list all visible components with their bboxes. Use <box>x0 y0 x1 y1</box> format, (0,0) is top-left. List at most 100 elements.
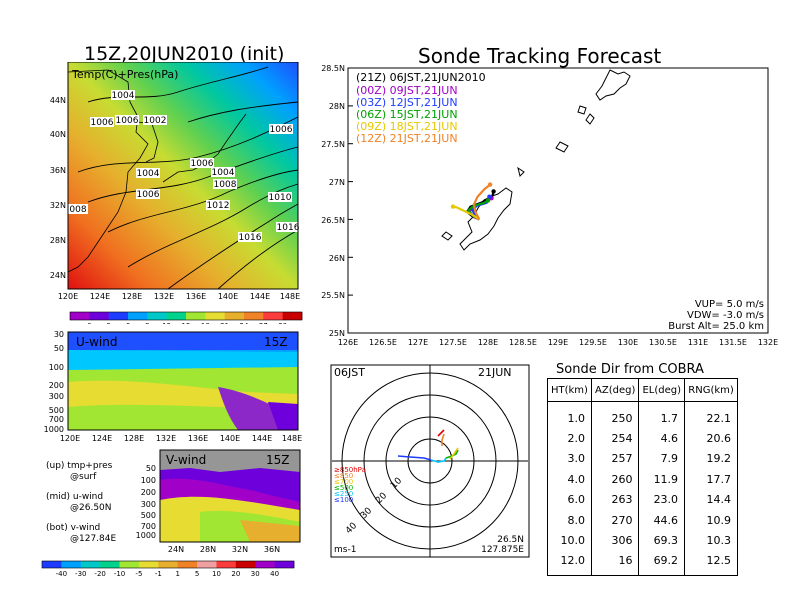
pressure-legend: ≥850hPa ≤850 ≤700 ≤500 ≤250 ≤100 <box>334 466 366 504</box>
forecast-lat-ticks: 28.5N 28N 27.5N 27N 26.5N 26N 25.5N 25N <box>321 64 345 338</box>
colorbar-segment <box>147 312 167 320</box>
svg-text:144E: 144E <box>252 434 272 443</box>
colorbar-tick: 3 <box>106 322 110 324</box>
svg-text:44N: 44N <box>50 96 66 105</box>
svg-text:30: 30 <box>54 330 64 339</box>
svg-text:300: 300 <box>49 392 64 401</box>
svg-text:24N: 24N <box>50 271 66 280</box>
colorbar-tick: 15 <box>182 322 191 324</box>
polar-plot: 10 20 30 40 06JST 21JUN ≥850hPa ≤850 ≤70… <box>330 364 530 558</box>
isobar-label: 1008 <box>214 180 237 190</box>
polar-lon: 127.875E <box>481 545 524 555</box>
colorbar-segment <box>166 312 187 320</box>
svg-text:132E: 132E <box>154 292 174 301</box>
note-bot: (bot) v-wind @127.84E <box>46 523 117 544</box>
sonde-table: HT(km) AZ(deg) EL(deg) RNG(km) 1.0 250 1.7… <box>547 378 738 577</box>
forecast-map-ticks <box>348 67 353 296</box>
temp-field <box>68 62 298 289</box>
colorbar-tick: 9 <box>145 322 149 324</box>
colorbar-segment <box>42 561 62 568</box>
colorbar-segment <box>235 561 256 568</box>
colorbar-segment <box>100 561 120 568</box>
panel-notes: (up) tmp+pres @surf (mid) u-wind @26.50N (… <box>46 461 116 545</box>
temp-pressure-map: 1004 1006 1006 1002 1006 1006 1004 1004 … <box>50 62 303 324</box>
svg-text:50: 50 <box>54 344 64 353</box>
islands <box>441 69 631 251</box>
note-mid: (mid) u-wind @26.50N <box>46 492 112 513</box>
svg-text:136E: 136E <box>186 292 206 301</box>
note-up: (up) tmp+pres @surf <box>46 461 113 482</box>
polar-lat: 26.5N <box>497 535 524 545</box>
track-endpoint <box>485 198 491 203</box>
track-endpoint <box>487 182 493 187</box>
svg-text:1000: 1000 <box>44 425 64 434</box>
range-rings <box>332 365 528 557</box>
track-endpoint <box>487 194 492 199</box>
svg-text:124E: 124E <box>90 292 110 301</box>
svg-text:131E: 131E <box>688 338 708 347</box>
table-row: 6.0 263 23.0 14.4 <box>547 489 738 510</box>
v-wind-time: 15Z <box>266 453 290 467</box>
isobar-label: 1012 <box>207 201 230 211</box>
svg-text:≥850hPa: ≥850hPa <box>334 466 366 474</box>
header-ht: HT(km) <box>547 378 592 402</box>
svg-text:26.5N: 26.5N <box>321 216 345 225</box>
track-endpoint <box>491 189 496 194</box>
svg-text:132E: 132E <box>758 338 778 347</box>
svg-text:VDW= -3.0 m/s: VDW= -3.0 m/s <box>687 310 764 321</box>
svg-text:(06Z) 15JST,21JUN: (06Z) 15JST,21JUN <box>356 108 458 121</box>
colorbar-segment <box>186 312 206 320</box>
sonde-track <box>452 205 480 221</box>
polar-time: 06JST <box>334 366 365 379</box>
forecast-title: Sonde Tracking Forecast <box>418 44 662 68</box>
svg-text:(09Z) 18JST,21JUN: (09Z) 18JST,21JUN <box>356 120 458 133</box>
svg-text:120E: 120E <box>58 292 78 301</box>
colorbar-tick: 12 <box>162 322 171 324</box>
table-title: Sonde Dir from COBRA <box>556 362 704 377</box>
table-row: 3.0 257 7.9 19.2 <box>547 448 738 470</box>
table-row: 2.0 254 4.6 20.6 <box>547 428 738 449</box>
colorbar-tick: -5 <box>135 570 142 578</box>
isobar-label: 1002 <box>144 116 167 126</box>
map-label: Temp(C)+Pres(hPa) <box>71 68 178 81</box>
colorbar-segment <box>158 561 178 568</box>
svg-text:136E: 136E <box>188 434 208 443</box>
svg-text:28N: 28N <box>200 545 216 554</box>
svg-text:25.5N: 25.5N <box>321 291 345 300</box>
isobar-label: 1006 <box>137 190 160 200</box>
colorbar-segment <box>255 561 275 568</box>
colorbar-segment <box>108 312 129 320</box>
svg-text:126.5E: 126.5E <box>369 338 397 347</box>
colorbar-segment <box>274 561 295 568</box>
colorbar-tick: 30 <box>251 570 260 578</box>
svg-text:700: 700 <box>49 415 64 424</box>
colorbar-tick: 40 <box>270 570 279 578</box>
isobar-label: 1004 <box>112 91 135 101</box>
svg-text:120E: 120E <box>60 434 80 443</box>
u-wind-time: 15Z <box>264 335 288 349</box>
v-wind-label: V-wind <box>166 453 206 467</box>
colorbar-segment <box>128 312 148 320</box>
header-el: EL(deg) <box>638 378 686 402</box>
colorbar-tick: 10 <box>212 570 221 578</box>
svg-text:130E: 130E <box>618 338 638 347</box>
isobar-label: 1010 <box>269 193 292 203</box>
temp-colorbar: 0 3 6 9 12 15 18 21 24 27 30 <box>69 311 303 324</box>
svg-text:128E: 128E <box>124 434 144 443</box>
colorbar-segment <box>282 312 303 320</box>
svg-text:(03Z) 12JST,21JUN: (03Z) 12JST,21JUN <box>356 96 458 109</box>
header-az: AZ(deg) <box>590 378 640 402</box>
svg-text:126E: 126E <box>338 338 358 347</box>
forecast-legend: (21Z) 06JST,21JUN2010 (00Z) 09JST,21JUN … <box>356 71 486 145</box>
svg-text:131.5E: 131.5E <box>719 338 747 347</box>
colorbar-tick: -1 <box>155 570 162 578</box>
svg-text:(21Z) 06JST,21JUN2010: (21Z) 06JST,21JUN2010 <box>356 71 486 84</box>
svg-text:28.5N: 28.5N <box>321 64 345 73</box>
svg-text:36N: 36N <box>50 166 66 175</box>
svg-text:(00Z) 09JST,21JUN: (00Z) 09JST,21JUN <box>356 84 458 97</box>
svg-text:26N: 26N <box>329 254 345 263</box>
u-wind-y-ticks: 30 50 100 200 300 500 700 1000 <box>44 330 64 434</box>
colorbar-tick: 0 <box>87 322 91 324</box>
isobar-label: 1004 <box>212 168 235 178</box>
svg-text:128E: 128E <box>122 292 142 301</box>
